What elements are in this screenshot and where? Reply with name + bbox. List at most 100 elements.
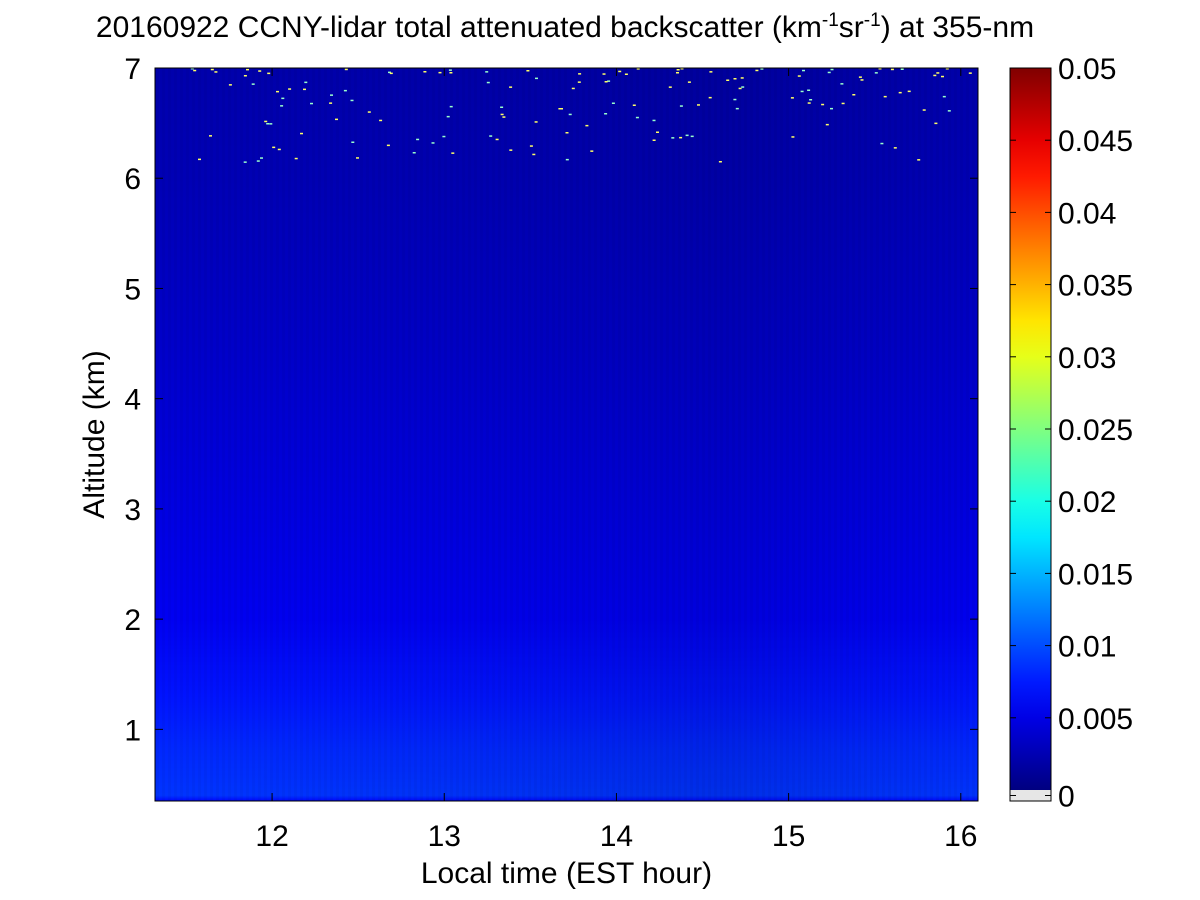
noise-dot — [760, 68, 764, 70]
noise-dot — [735, 107, 739, 110]
noise-dot — [256, 160, 260, 162]
noise-dot — [679, 136, 683, 139]
noise-dot — [860, 79, 864, 81]
noise-dot — [351, 141, 355, 143]
colorbar-tick-label: 0.04 — [1058, 197, 1116, 230]
noise-dot — [288, 88, 292, 90]
noise-dot — [968, 72, 972, 74]
title-main: CCNY-lidar total attenuated backscatter … — [237, 11, 822, 44]
noise-dot — [526, 70, 530, 72]
noise-dot — [656, 131, 659, 133]
noise-dot — [214, 71, 218, 73]
noise-dot — [335, 118, 338, 121]
colorbar-tick-label: 0.005 — [1058, 703, 1133, 736]
noise-dot — [740, 77, 744, 79]
noise-dot — [243, 161, 247, 163]
noise-dot — [942, 95, 946, 98]
colorbar-tick-label: 0.015 — [1058, 558, 1133, 591]
noise-dot — [936, 72, 940, 74]
noise-dot — [907, 90, 911, 93]
colorbar-tick-label: 0.05 — [1058, 53, 1116, 86]
noise-dot — [790, 97, 794, 99]
y-axis: 1 2 3 4 5 6 7 — [124, 53, 978, 747]
noise-dot — [343, 89, 347, 92]
noise-dot — [635, 116, 639, 119]
noise-dot — [251, 83, 255, 85]
colorbar-tick-label: 0.035 — [1058, 270, 1133, 303]
noise-dot — [379, 119, 383, 122]
heatmap-plot-area — [154, 67, 979, 802]
noise-dot — [922, 109, 926, 111]
noise-dot — [797, 75, 801, 77]
noise-dot — [680, 68, 684, 70]
noise-dot — [267, 72, 271, 75]
noise-dot — [652, 119, 656, 122]
noise-dot — [534, 121, 538, 123]
y-tick-label: 3 — [124, 494, 141, 527]
noise-dot — [618, 70, 622, 73]
colorbar-tick-label: 0.03 — [1058, 342, 1116, 375]
noise-dot — [604, 81, 608, 83]
noise-dot — [294, 157, 298, 160]
cloud-noise-dots — [190, 68, 972, 163]
x-tick-label: 12 — [255, 820, 288, 853]
noise-dot — [266, 123, 270, 125]
noise-dot — [304, 81, 308, 84]
noise-dot — [604, 113, 608, 115]
noise-dot — [690, 135, 694, 138]
noise-dot — [486, 81, 490, 84]
noise-dot — [264, 120, 268, 123]
noise-dot — [509, 149, 513, 151]
noise-dot — [449, 72, 453, 74]
noise-dot — [344, 68, 348, 71]
noise-dot — [210, 68, 214, 71]
noise-dot — [356, 157, 359, 159]
noise-dot — [367, 111, 371, 113]
noise-dot — [228, 84, 232, 86]
noise-dot — [840, 83, 844, 85]
noise-dot — [272, 146, 276, 149]
noise-dot — [560, 108, 563, 110]
noise-dot — [529, 145, 533, 147]
noise-dot — [209, 135, 212, 137]
noise-dot — [446, 115, 450, 118]
title-tail: ) at 355-nm — [880, 11, 1035, 44]
noise-dot — [500, 113, 504, 116]
colorbar-nan-swatch — [1010, 790, 1051, 801]
colorbar: 0 0.005 0.01 0.015 0.02 0.025 0.03 0.035 0.04 0.0… — [1009, 53, 1133, 814]
noise-dot — [878, 68, 882, 70]
colorbar-ticks: 0 0.005 0.01 0.015 0.02 0.025 0.03 0.035 0.04 0.0… — [1010, 53, 1133, 814]
title-sr: sr — [838, 11, 864, 44]
noise-dot — [733, 78, 737, 80]
noise-dot — [269, 123, 273, 125]
noise-dot — [726, 79, 730, 81]
noise-dot — [565, 132, 569, 134]
noise-dot — [416, 138, 420, 141]
noise-dot — [741, 86, 745, 88]
noise-dot — [495, 138, 499, 141]
y-tick-label: 6 — [124, 163, 141, 196]
noise-dot — [438, 71, 442, 74]
noise-dot — [898, 91, 902, 94]
noise-dot — [825, 123, 829, 126]
noise-dot — [246, 68, 249, 71]
noise-dot — [571, 87, 575, 90]
noise-dot — [585, 124, 589, 127]
noise-dot — [718, 161, 722, 163]
noise-dot — [933, 74, 937, 77]
noise-dot — [198, 158, 201, 161]
colorbar-tick-label: 0.02 — [1058, 486, 1116, 519]
noise-dot — [451, 152, 455, 154]
noise-dot — [934, 122, 938, 125]
y-tick-label: 1 — [124, 714, 141, 747]
noise-dot — [738, 87, 742, 90]
noise-dot — [386, 144, 390, 147]
noise-dot — [671, 137, 675, 139]
noise-dot — [568, 113, 572, 116]
title-date: 20160922 — [95, 11, 230, 44]
noise-dot — [807, 102, 811, 104]
noise-dot — [310, 102, 313, 105]
noise-dot — [636, 68, 640, 70]
noise-dot — [676, 72, 679, 74]
noise-dot — [280, 105, 284, 107]
